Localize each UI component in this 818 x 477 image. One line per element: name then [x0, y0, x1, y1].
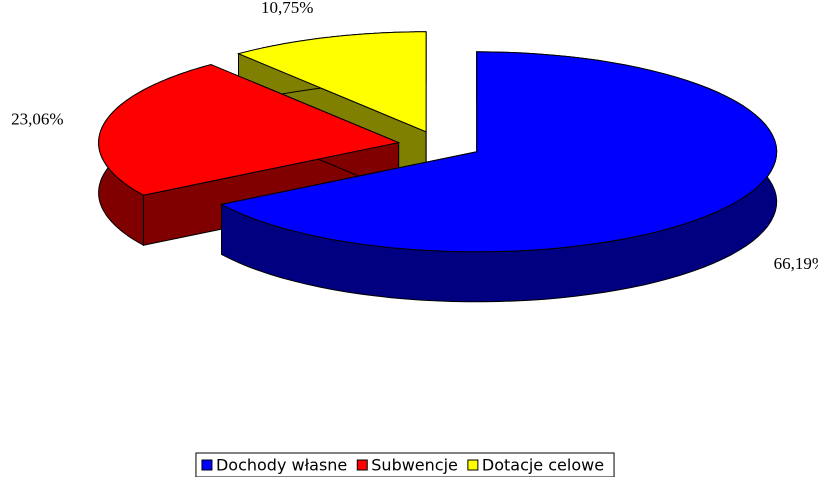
pie: 66,19% 23,06% 10,75% — [11, 0, 818, 303]
legend-swatch — [356, 459, 368, 471]
slice — [219, 51, 778, 253]
legend-swatch — [467, 459, 479, 471]
value-label: 66,19% — [774, 254, 818, 273]
legend-label: Dochody własne — [216, 456, 347, 475]
value-label: 10,75% — [261, 0, 313, 17]
legend: Dochody własne Subwencje Dotacje celowe — [195, 452, 615, 477]
slice — [236, 31, 427, 133]
legend-box — [195, 452, 615, 477]
slice — [98, 64, 401, 196]
legend-label: Dotacje celowe — [482, 456, 604, 475]
legend-label: Subwencje — [371, 456, 458, 475]
legend-swatch — [201, 459, 213, 471]
value-label: 23,06% — [11, 109, 63, 128]
